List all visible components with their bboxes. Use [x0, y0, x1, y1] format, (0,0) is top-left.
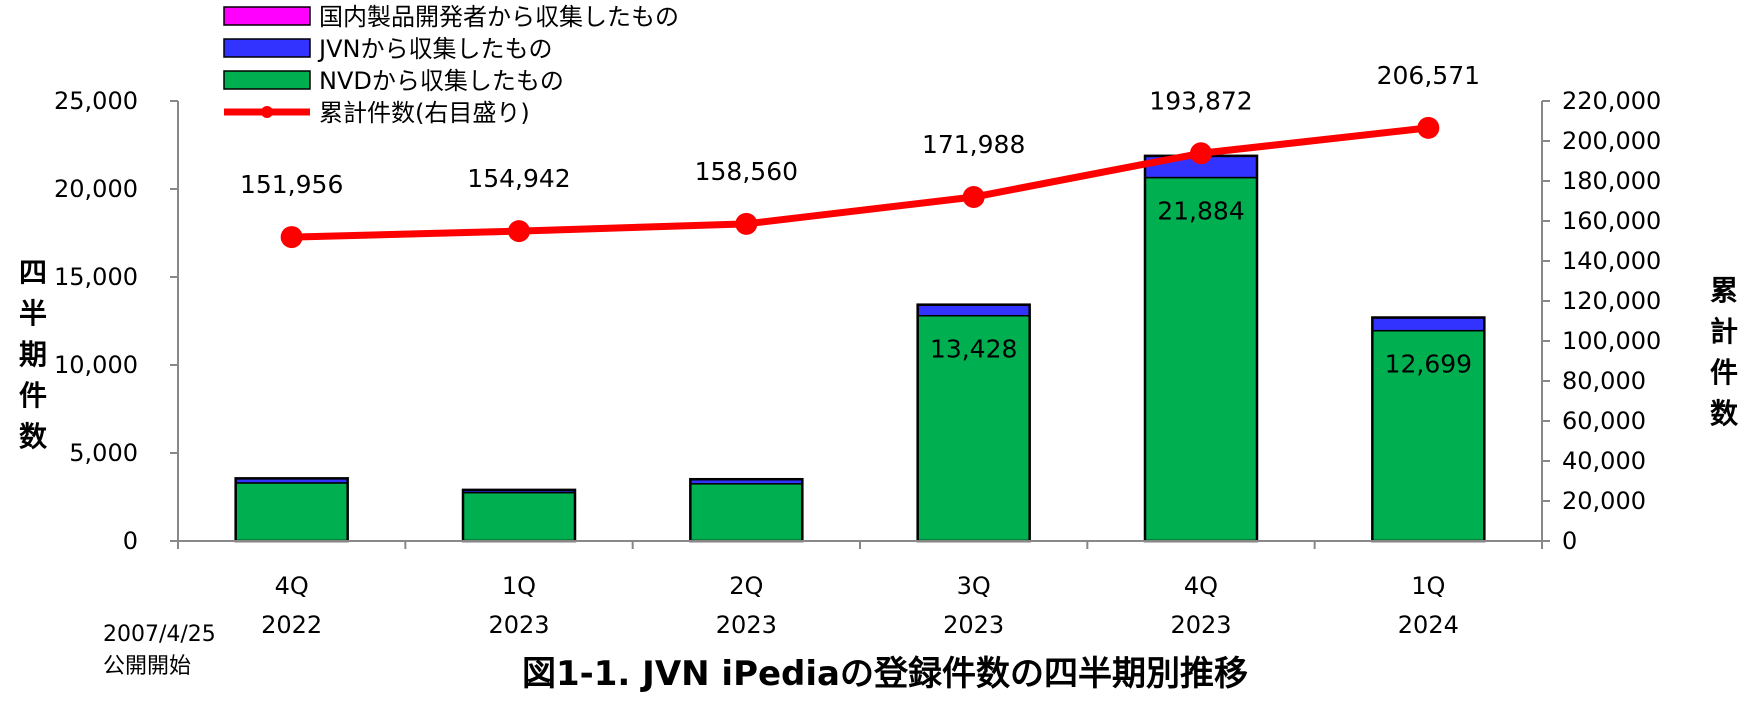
category-year-label-1: 2023 — [488, 611, 549, 639]
chart-title: 図1-1. JVN iPediaの登録件数の四半期別推移 — [522, 654, 1248, 694]
bar-value-label-5: 12,699 — [1385, 350, 1472, 379]
cumulative-point-4 — [1190, 142, 1212, 165]
legend-swatch-0 — [223, 6, 311, 26]
cumulative-label-2: 158,560 — [695, 157, 798, 186]
right-tick-label-8: 160,000 — [1562, 207, 1661, 235]
axes-layer: 0 5,000 10,000 15,000 20,000 25,000 0 20,000 40,… — [19, 87, 1739, 639]
left-axis-title-char-0: 四 — [19, 256, 47, 289]
bar-0-series-0 — [234, 482, 349, 542]
right-tick-label-2: 40,000 — [1562, 447, 1646, 475]
cumulative-label-1: 154,942 — [467, 164, 570, 193]
left-tick-label-5: 25,000 — [54, 87, 138, 115]
legend-swatch-2 — [223, 70, 311, 90]
category-year-label-3: 2023 — [943, 611, 1004, 639]
bar-4-series-0 — [1144, 176, 1258, 542]
bars-layer — [234, 154, 1486, 543]
right-tick-label-4: 80,000 — [1562, 367, 1646, 395]
cumulative-point-3 — [962, 186, 985, 209]
right-axis-title-char-3: 数 — [1710, 397, 1739, 430]
cumulative-label-5: 206,571 — [1377, 61, 1480, 90]
right-tick-label-3: 60,000 — [1562, 407, 1646, 435]
left-tick-label-4: 20,000 — [54, 175, 138, 203]
left-tick-label-1: 5,000 — [69, 439, 138, 467]
right-tick-label-0: 0 — [1562, 527, 1577, 555]
left-axis-title-char-3: 件 — [19, 379, 47, 412]
left-axis-title-char-2: 期 — [19, 338, 47, 371]
category-quarter-label-2: 2Q — [729, 572, 763, 600]
right-axis-title-char-0: 累 — [1710, 274, 1738, 307]
bar-value-label-4: 21,884 — [1157, 197, 1244, 226]
cumulative-point-1 — [508, 220, 530, 243]
right-axis-title-char-1: 計 — [1710, 315, 1738, 348]
category-quarter-label-1: 1Q — [502, 572, 536, 600]
right-tick-label-7: 140,000 — [1562, 247, 1661, 275]
legend-swatch-1 — [223, 38, 311, 58]
note-line-0: 2007/4/25 — [103, 622, 216, 647]
category-year-label-4: 2023 — [1170, 611, 1231, 639]
left-tick-label-2: 10,000 — [54, 351, 138, 379]
legend-label-3: 累計件数(右目盛り) — [319, 99, 530, 127]
cumulative-point-2 — [735, 212, 758, 235]
cumulative-label-3: 171,988 — [922, 130, 1025, 159]
category-year-label-5: 2024 — [1398, 611, 1459, 639]
cumulative-point-0 — [280, 226, 303, 249]
cumulative-label-0: 151,956 — [240, 170, 343, 199]
legend-label-2: NVDから収集したもの — [319, 67, 564, 95]
left-tick-label-0: 0 — [123, 527, 138, 555]
bar-5-series-1 — [1371, 316, 1486, 332]
category-year-label-2: 2023 — [716, 611, 777, 639]
labels-layer: 13,428 21,884 12,699 151,956 154,942 158,560 1… — [103, 61, 1480, 679]
category-quarter-label-0: 4Q — [275, 572, 309, 600]
legend: 国内製品開発者から収集したもの JVNから収集したもの NVDから収集したもの累計件… — [223, 3, 679, 127]
note-line-1: 公開開始 — [103, 654, 191, 679]
left-axis-title-char-1: 半 — [19, 297, 47, 330]
bar-1-series-0 — [462, 491, 576, 542]
legend-label-0: 国内製品開発者から収集したもの — [319, 3, 679, 31]
right-tick-label-6: 120,000 — [1562, 287, 1661, 315]
cumulative-label-4: 193,872 — [1149, 86, 1252, 115]
right-axis-title-char-2: 件 — [1710, 356, 1738, 389]
bar-2-series-0 — [689, 483, 804, 542]
right-tick-label-9: 180,000 — [1562, 167, 1661, 195]
bar-value-label-3: 13,428 — [930, 335, 1017, 364]
right-tick-label-10: 200,000 — [1562, 127, 1661, 155]
category-year-label-0: 2022 — [261, 611, 322, 639]
legend-marker-3 — [261, 106, 273, 118]
left-axis-title-char-4: 数 — [19, 420, 48, 453]
right-tick-label-5: 100,000 — [1562, 327, 1661, 355]
legend-label-1: JVNから収集したもの — [317, 35, 552, 63]
bar-3-series-1 — [916, 304, 1031, 317]
category-quarter-label-5: 1Q — [1411, 572, 1445, 600]
left-tick-label-3: 15,000 — [54, 263, 138, 291]
category-quarter-label-4: 4Q — [1184, 572, 1218, 600]
right-tick-label-1: 20,000 — [1562, 487, 1646, 515]
cumulative-line-layer — [280, 116, 1440, 249]
category-quarter-label-3: 3Q — [957, 572, 991, 600]
cumulative-line — [288, 124, 1432, 241]
cumulative-point-5 — [1417, 116, 1440, 139]
right-tick-label-11: 220,000 — [1562, 87, 1661, 115]
